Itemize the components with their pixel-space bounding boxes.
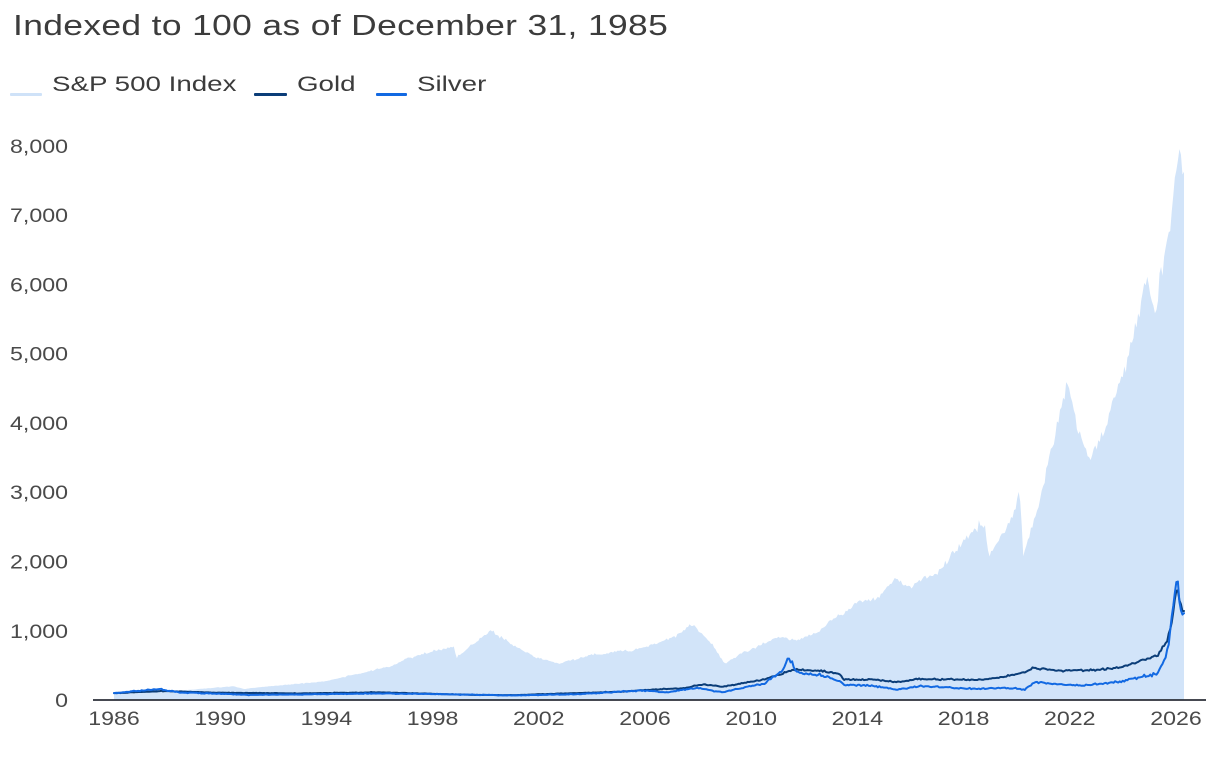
svg-text:2014: 2014 bbox=[832, 709, 884, 730]
svg-text:2002: 2002 bbox=[513, 709, 565, 730]
svg-text:3,000: 3,000 bbox=[10, 483, 68, 504]
svg-text:2,000: 2,000 bbox=[10, 552, 68, 573]
svg-text:1990: 1990 bbox=[194, 709, 246, 730]
svg-text:2018: 2018 bbox=[938, 709, 990, 730]
svg-text:4,000: 4,000 bbox=[10, 414, 68, 435]
svg-text:7,000: 7,000 bbox=[10, 206, 68, 227]
svg-text:2026: 2026 bbox=[1150, 709, 1202, 730]
svg-text:2022: 2022 bbox=[1044, 709, 1096, 730]
svg-text:1998: 1998 bbox=[407, 709, 459, 730]
svg-text:1986: 1986 bbox=[88, 709, 140, 730]
svg-text:0: 0 bbox=[55, 691, 68, 712]
svg-text:1994: 1994 bbox=[301, 709, 353, 730]
svg-text:5,000: 5,000 bbox=[10, 345, 68, 366]
svg-text:2006: 2006 bbox=[619, 709, 671, 730]
svg-text:2010: 2010 bbox=[725, 709, 777, 730]
svg-text:6,000: 6,000 bbox=[10, 275, 68, 296]
svg-text:8,000: 8,000 bbox=[10, 137, 68, 158]
svg-text:1,000: 1,000 bbox=[10, 622, 68, 643]
